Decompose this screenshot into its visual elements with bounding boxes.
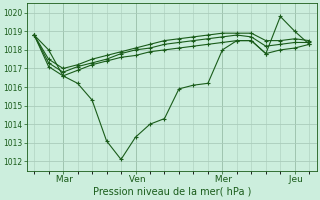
X-axis label: Pression niveau de la mer( hPa ): Pression niveau de la mer( hPa ) [92, 187, 251, 197]
